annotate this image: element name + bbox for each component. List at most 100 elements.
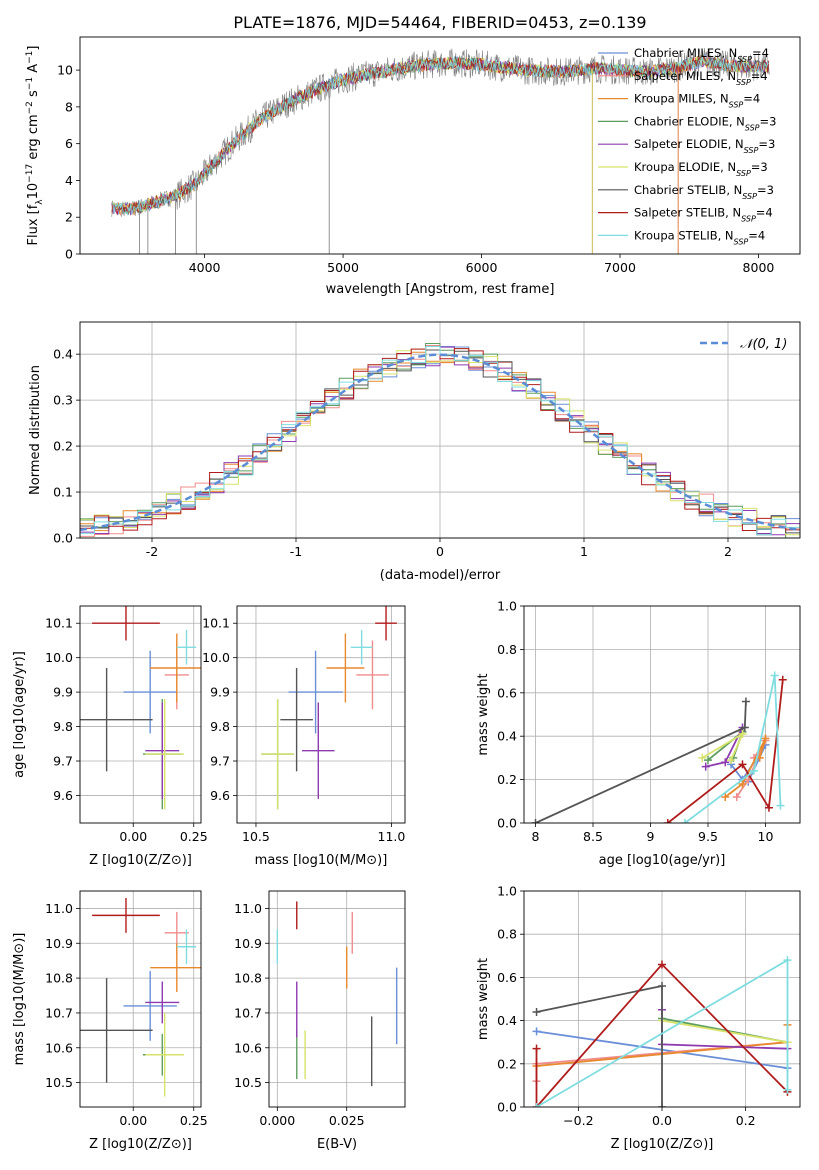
weight-marker [761,734,770,743]
figure-title: PLATE=1876, MJD=54464, FIBERID=0453, z=0… [233,13,646,32]
x-tick-label: 5000 [327,260,359,275]
weight-marker [658,1103,666,1107]
legend-label: Kroupa MILES, NSSP=4 [634,92,760,110]
weight-marker [532,1007,541,1016]
weight-line [661,1019,788,1044]
x-tick-label: 0.25 [180,829,208,844]
axes-frame [79,36,801,255]
weight-marker [721,758,730,767]
weight-marker [532,1103,541,1107]
y-tick-label: 10.0 [45,650,73,665]
spectrum-model-line [111,55,769,217]
x-axis-label: age [log10(age/yr)] [599,853,726,868]
panel-residuals: -2 -1 0 1 2 0.0 0.1 0.2 0.3 0.4 𝒩(0, 1) (data-model… [28,321,801,583]
weight-marker [770,671,779,680]
y-tick-label: 9.8 [53,719,73,734]
y-tick-label: 10.1 [45,616,73,631]
x-tick-label: 2 [724,544,732,559]
plot-area [80,606,201,810]
x-tick-label: 0.025 [329,1113,365,1128]
y-tick-label: 9.9 [53,685,73,700]
plot-area [261,606,397,810]
y-tick-label: 0.0 [497,816,517,831]
legend-label: Kroupa ELODIE, NSSP=3 [634,160,768,178]
y-tick-label: 0 [65,247,73,262]
weight-marker [704,756,712,765]
x-tick-label: 0.000 [259,1113,295,1128]
y-tick-label: 0.2 [497,1056,517,1071]
x-tick-label: 11.0 [378,829,406,844]
weight-marker [738,779,747,788]
weight-marker [701,762,710,771]
x-tick-label: 1 [580,544,588,559]
plot-area [80,343,800,538]
x-tick-label: 0.25 [180,1113,208,1128]
weight-marker [740,723,749,732]
y-tick-label: 0.0 [53,531,73,546]
y-tick-label: 0.4 [53,347,73,362]
weight-marker [738,730,747,739]
weight-marker [741,697,750,706]
plot-area [80,897,201,1097]
weight-marker [663,819,672,823]
y-tick-label: 9.6 [53,788,73,803]
y-tick-label: 9.7 [53,754,73,769]
x-axis-label: Z [log10(Z/Z⊙)] [611,1137,714,1152]
weight-marker [681,819,689,823]
axes-frame [523,890,801,1108]
y-tick-label: 10.6 [234,1040,262,1055]
y-tick-label: 0.0 [497,1100,517,1115]
y-axis-label: Flux [fλ10−17 erg cm−2 s−1 A−1] [25,46,45,246]
y-tick-label: 10.7 [45,1005,73,1020]
x-axis-label: (data-model)/error [380,568,501,583]
y-tick-label: 8 [65,99,73,114]
x-tick-label: 0.2 [736,1113,756,1128]
y-tick-label: 0.8 [497,642,517,657]
x-tick-label: 7000 [604,260,636,275]
x-axis-label: wavelength [Angstrom, rest frame] [326,282,555,297]
x-tick-label: 0 [436,544,444,559]
plot-area [111,48,770,254]
x-tick-label: -2 [146,544,158,559]
y-tick-label: 9.6 [210,788,230,803]
axes-frame [268,890,406,1108]
y-tick-label: 0.2 [497,772,517,787]
weight-line [667,679,784,823]
y-tick-label: 9.7 [210,754,230,769]
plot-area [531,671,787,823]
x-tick-label: 8000 [743,260,775,275]
y-axis-label: mass weight [476,673,491,755]
weight-marker [658,982,666,991]
legend-label: Chabrier MILES, NSSP=4 [634,46,769,64]
y-axis-label: Normed distribution [28,365,43,495]
weight-line [535,701,747,823]
axes-frame [79,890,202,1108]
x-axis-label: Z [log10(Z/Z⊙)] [89,1137,192,1152]
y-tick-label: 0.6 [497,685,517,700]
panel-weight_vs_Z: −0.2 0.0 0.2 0.0 0.2 0.4 0.6 0.8 1.0 Z [log10(Z/Z… [476,884,801,1152]
y-tick-label: 0.2 [53,439,73,454]
y-axis-label: age [log10(age/yr)] [12,651,27,778]
weight-marker [532,1027,541,1036]
normal-curve [80,353,800,532]
legend-label: Salpeter ELODIE, NSSP=3 [634,137,775,155]
weight-marker [778,675,787,684]
legend-label: Chabrier ELODIE, NSSP=3 [634,114,776,131]
x-tick-label: 8 [532,829,540,844]
y-tick-label: 10.5 [234,1075,262,1090]
weight-marker [750,766,758,775]
x-axis-label: E(B-V) [317,1137,357,1152]
y-tick-label: 10.7 [234,1005,262,1020]
y-tick-label: 9.8 [210,719,230,734]
y-tick-label: 0.4 [497,729,517,744]
panel-weight_vs_age: 8 8.5 9 9.5 10 0.0 0.2 0.4 0.6 0.8 1.0 age [log10(a… [476,599,801,868]
y-tick-label: 0.8 [497,927,517,942]
weight-marker [776,801,785,810]
y-axis-label: mass [log10(M/M⊙)] [12,933,27,1066]
y-tick-label: 4 [65,173,73,188]
legend-label: Kroupa STELIB, NSSP=4 [634,228,765,246]
axes-frame [523,605,801,824]
x-tick-label: 9 [647,829,655,844]
x-axis-label: Z [log10(Z/Z⊙)] [89,853,192,868]
